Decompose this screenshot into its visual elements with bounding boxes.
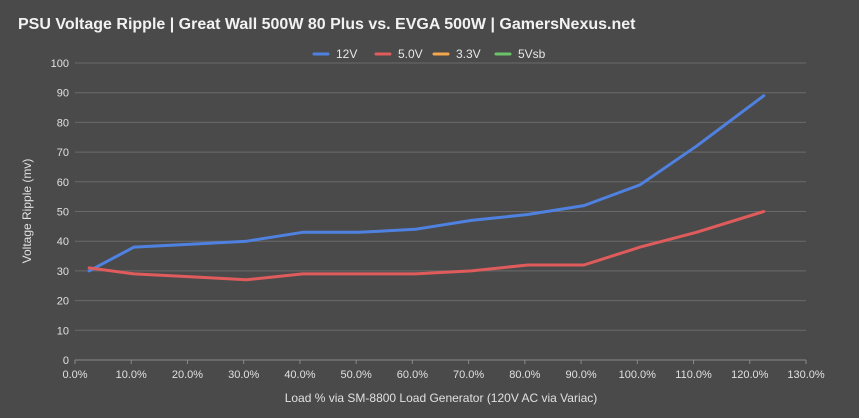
y-tick-label: 90 — [57, 88, 69, 100]
y-tick-label: 60 — [57, 177, 69, 189]
legend-label: 3.3V — [456, 47, 481, 61]
x-tick-label: 40.0% — [284, 369, 315, 381]
chart-title: PSU Voltage Ripple | Great Wall 500W 80 … — [18, 16, 636, 33]
y-tick-label: 20 — [57, 296, 69, 308]
y-axis-ticks: 0 10 20 30 40 50 60 70 80 90 100 — [51, 58, 69, 367]
x-tick-label: 90.0% — [565, 369, 596, 381]
x-tick-label: 10.0% — [116, 369, 147, 381]
x-tick-label: 60.0% — [397, 369, 428, 381]
series-line-5-0v — [87, 210, 766, 282]
x-tick-label: 20.0% — [172, 369, 203, 381]
x-axis-label: Load % via SM-8800 Load Generator (120V … — [285, 391, 598, 405]
series-line-12v — [87, 94, 766, 273]
x-tick-label: 120.0% — [731, 369, 769, 381]
y-tick-label: 10 — [57, 325, 69, 337]
x-tick-label: 130.0% — [787, 369, 825, 381]
x-tick-label: 50.0% — [341, 369, 372, 381]
x-tick-label: 110.0% — [675, 369, 712, 381]
x-axis-ticks: 0.0% 10.0% 20.0% 30.0% 40.0% 50.0% 60.0% 70.0% 8… — [62, 360, 825, 381]
series-layer — [87, 94, 766, 282]
legend-item: 12V — [312, 47, 357, 61]
x-tick-label: 0.0% — [62, 369, 87, 381]
x-tick-label: 30.0% — [228, 369, 259, 381]
legend-item: 3.3V — [432, 47, 481, 61]
y-tick-label: 30 — [57, 266, 69, 278]
legend-label: 5Vsb — [518, 47, 546, 61]
legend-label: 12V — [336, 47, 357, 61]
legend-label: 5.0V — [398, 47, 423, 61]
x-tick-label: 70.0% — [453, 369, 484, 381]
x-tick-label: 100.0% — [619, 369, 657, 381]
y-tick-label: 70 — [57, 147, 69, 159]
legend-item: 5Vsb — [494, 47, 546, 61]
y-tick-label: 40 — [57, 236, 69, 248]
y-tick-label: 80 — [57, 117, 69, 129]
chart-grid — [75, 62, 806, 361]
legend: 12V 5.0V 3.3V 5Vsb — [312, 47, 546, 61]
y-tick-label: 0 — [63, 355, 69, 367]
legend-item: 5.0V — [374, 47, 423, 61]
y-tick-label: 100 — [51, 58, 69, 70]
y-tick-label: 50 — [57, 207, 69, 219]
y-axis-label: Voltage Ripple (mv) — [20, 159, 34, 264]
x-tick-label: 80.0% — [509, 369, 540, 381]
